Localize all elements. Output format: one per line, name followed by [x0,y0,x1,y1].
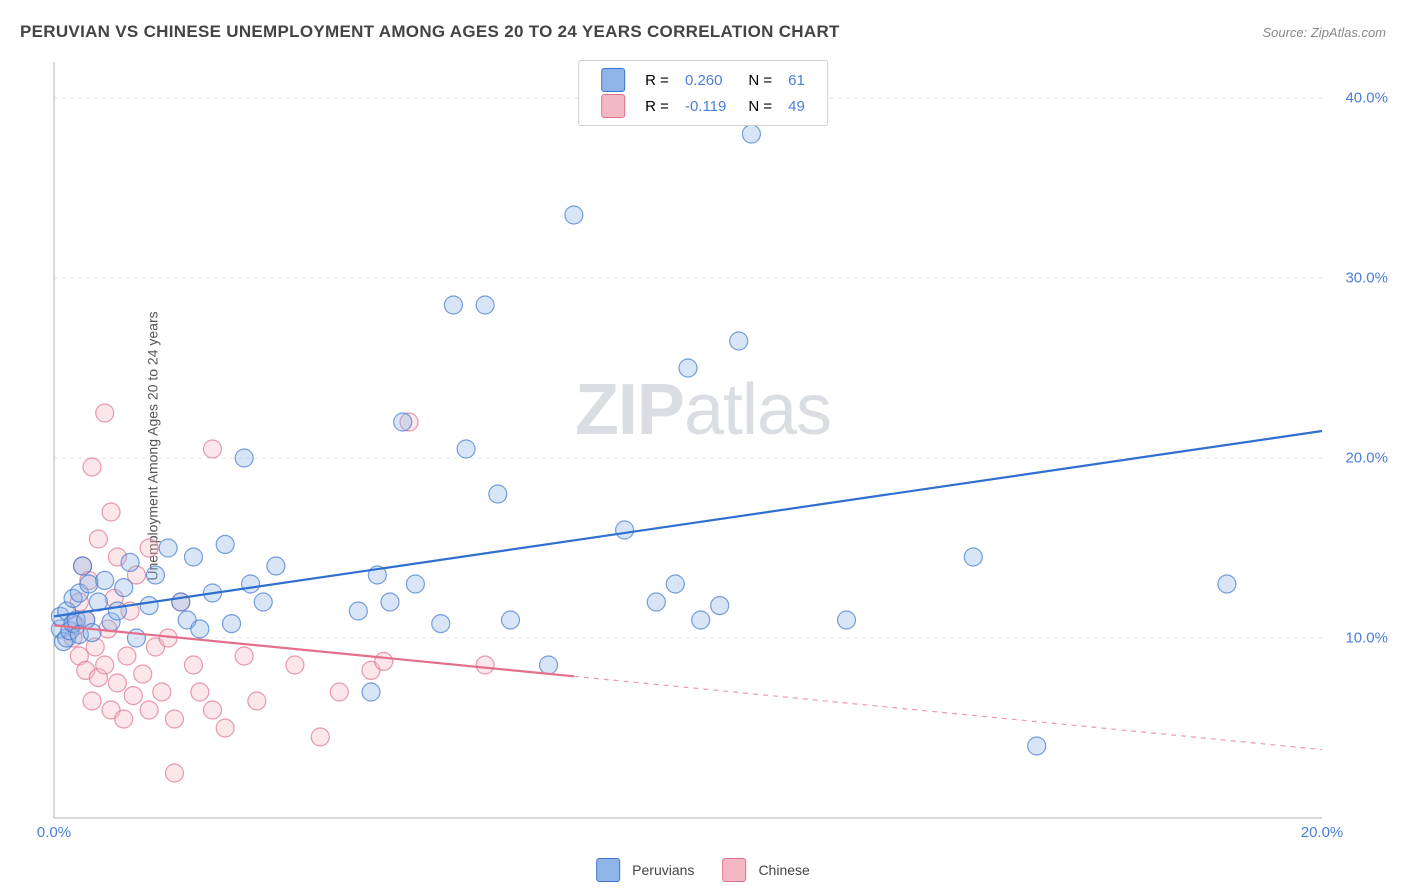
correlation-infobox: R = 0.260 N = 61 R = -0.119 N = 49 [578,60,828,126]
y-tick-label: 10.0% [1345,630,1394,647]
source-attribution: Source: ZipAtlas.com [1262,25,1386,40]
legend: Peruvians Chinese [596,858,810,882]
legend-label-peruvians: Peruvians [632,862,694,878]
x-tick-label: 20.0% [1301,824,1344,841]
y-tick-label: 20.0% [1345,450,1394,467]
legend-label-chinese: Chinese [758,862,809,878]
n-value-peruvians: 61 [780,67,813,93]
scatter-plot: 10.0%20.0%30.0%40.0%0.0%20.0% [52,56,1392,846]
y-tick-label: 30.0% [1345,270,1394,287]
legend-item-chinese: Chinese [722,858,809,882]
chart-title: PERUVIAN VS CHINESE UNEMPLOYMENT AMONG A… [20,22,840,42]
n-value-chinese: 49 [780,93,813,119]
r-value-chinese: -0.119 [677,93,734,119]
legend-swatch-peruvians [596,858,620,882]
y-tick-label: 40.0% [1345,90,1394,107]
legend-item-peruvians: Peruvians [596,858,694,882]
r-value-peruvians: 0.260 [677,67,734,93]
x-tick-label: 0.0% [37,824,71,841]
legend-swatch-chinese [722,858,746,882]
